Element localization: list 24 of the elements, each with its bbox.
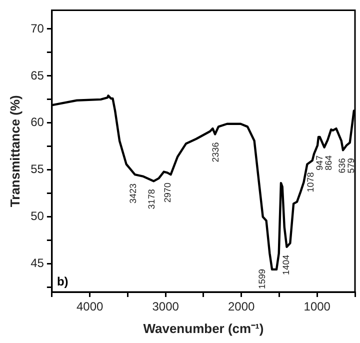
x-axis-title: Wavenumber (cm⁻¹) [143, 320, 264, 336]
annotation: 636 [336, 158, 347, 174]
y-tick-label: 60 [30, 115, 44, 130]
annotation: 947 [314, 155, 324, 170]
y-tick-label: 65 [30, 68, 44, 82]
annotation: 864 [323, 155, 334, 170]
y-tick-label: 70 [30, 21, 44, 36]
x-tick-label: 4000 [76, 300, 104, 314]
annotation: 3423 [128, 184, 138, 204]
y-tick-label: 45 [30, 256, 44, 270]
y-tick-label: 50 [30, 209, 44, 224]
annotation: 2970 [162, 182, 172, 203]
y-tick-label: 55 [30, 162, 44, 176]
annotation: 1599 [257, 268, 268, 290]
x-tick-label: 2000 [228, 300, 256, 314]
annotation: 579 [346, 158, 356, 174]
y-axis-title: Transmittance (%) [7, 95, 22, 208]
x-tick-label: 3000 [152, 300, 180, 314]
annotation: 1404 [280, 254, 291, 275]
annotation: b) [56, 274, 68, 288]
annotation: 1078 [306, 172, 316, 192]
x-tick-label: 1000 [304, 300, 331, 314]
annotation: 3178 [146, 189, 157, 210]
annotation: 2336 [210, 142, 220, 162]
